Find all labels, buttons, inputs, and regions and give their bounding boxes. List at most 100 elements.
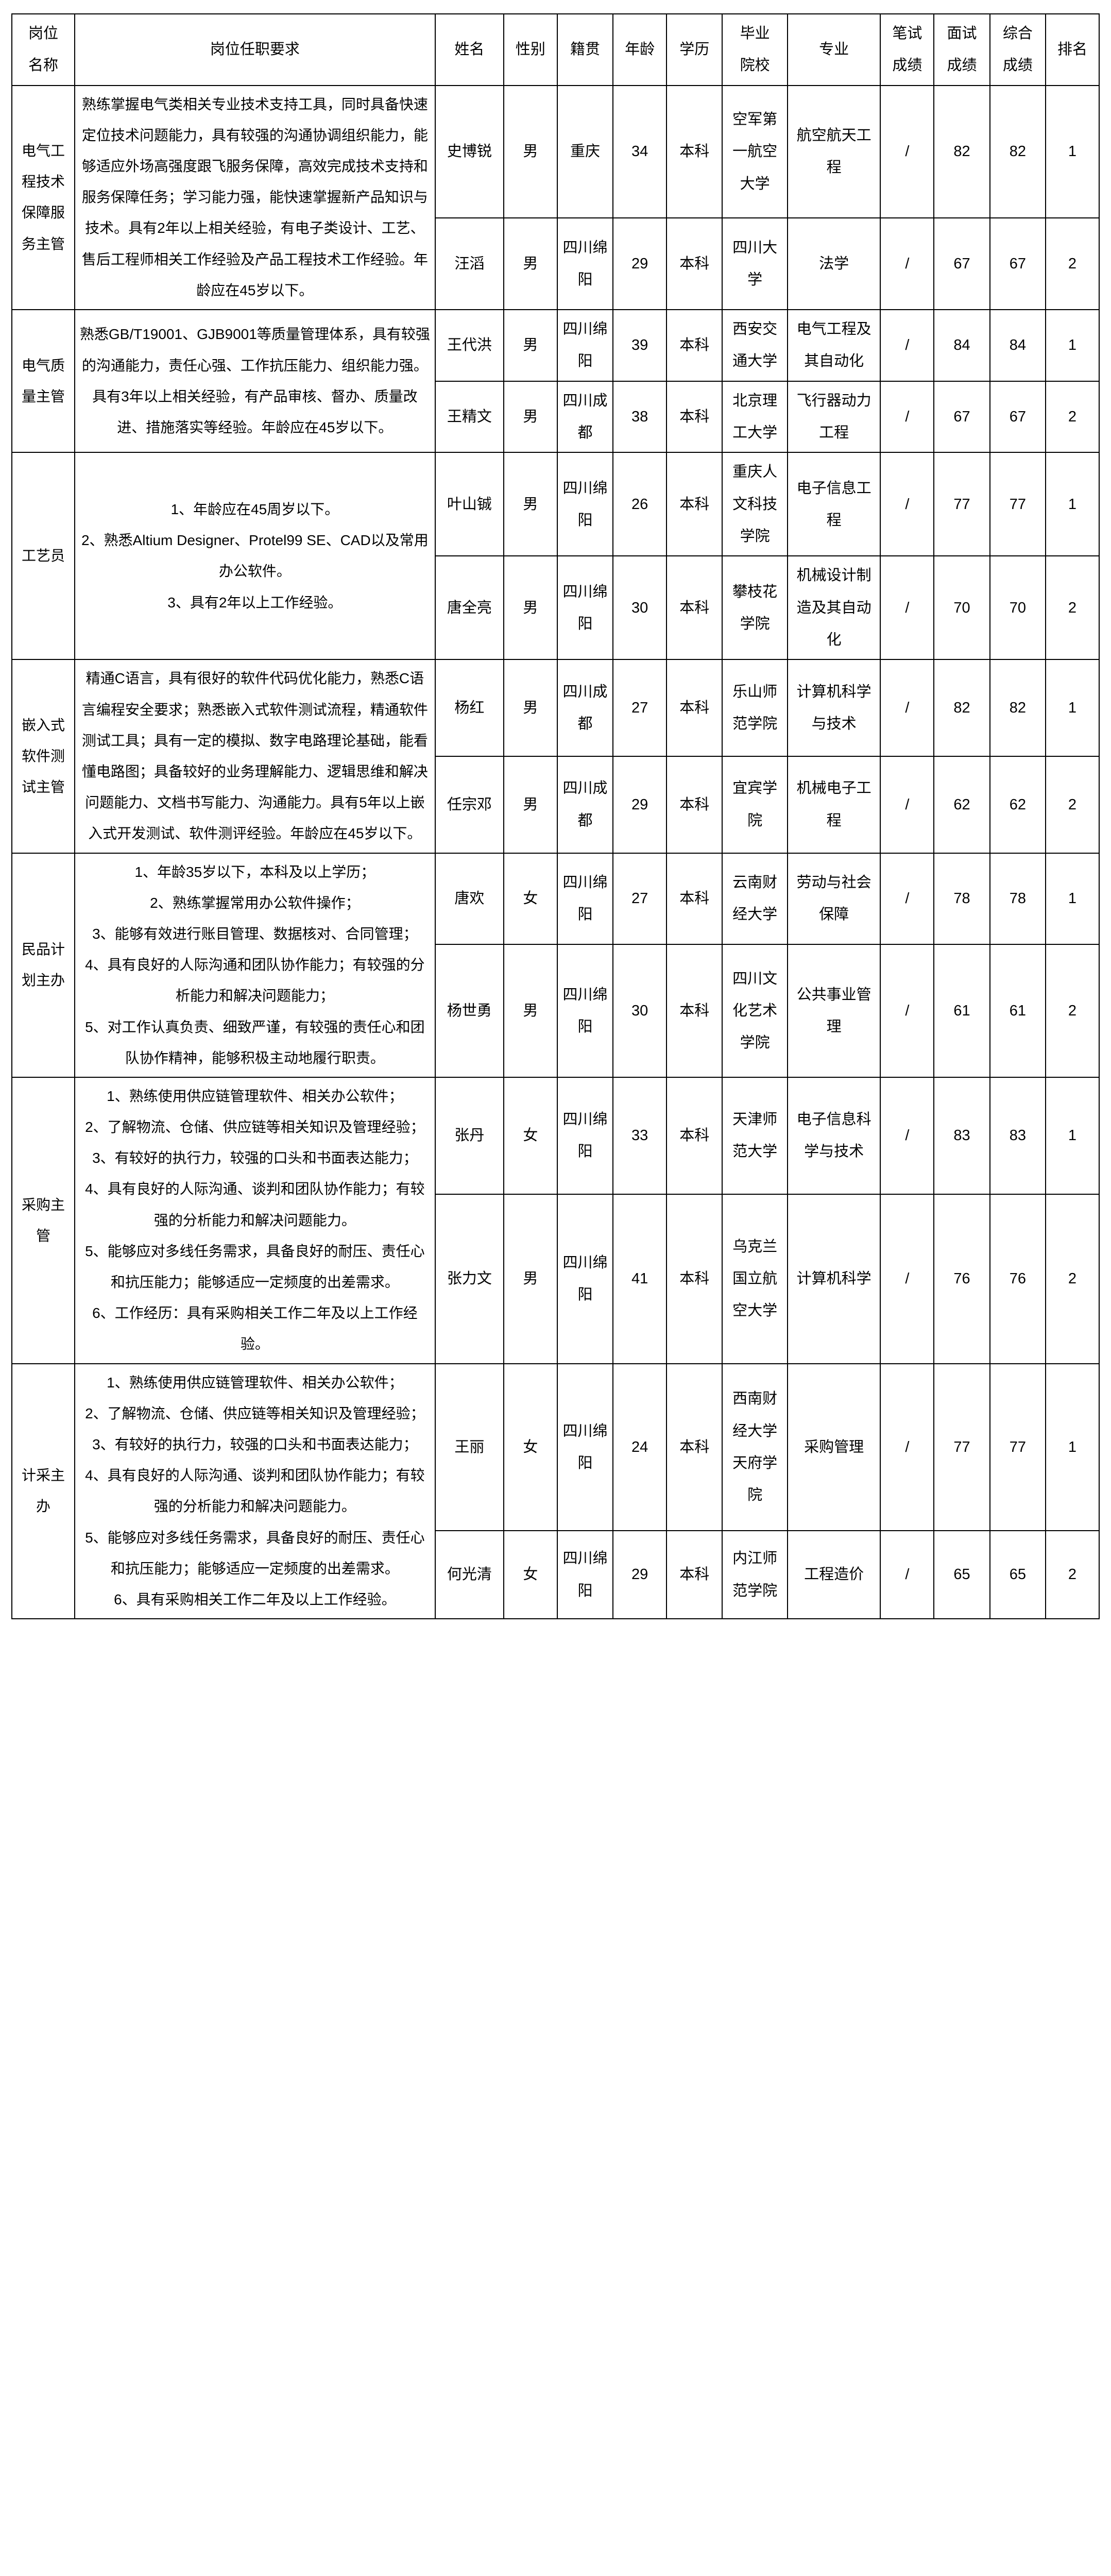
candidate-written-score-cell: / [880, 659, 935, 757]
candidate-name-cell: 杨世勇 [434, 944, 505, 1078]
candidate-major-cell: 计算机科学与技术 [787, 659, 881, 757]
candidate-major-cell: 电子信息工程 [787, 452, 881, 557]
candidate-origin-cell: 四川成都 [556, 380, 614, 453]
candidate-age-cell: 27 [612, 852, 668, 945]
candidate-name-cell: 唐全亮 [434, 555, 505, 660]
candidate-rank-cell: 1 [1045, 1363, 1100, 1532]
table-body: 电气工程技术保障服务主管 熟练掌握电气类相关专业技术支持工具，同时具备快速定位技术… [11, 84, 1100, 1620]
candidate-total-score-cell: 67 [989, 217, 1047, 310]
candidate-school-cell: 西南财经大学天府学院 [722, 1363, 788, 1532]
column-header-age: 年龄 [612, 13, 668, 86]
candidate-age-cell: 38 [612, 380, 668, 453]
table-row: 工艺员 1、年龄应在45周岁以下。 2、熟悉Altium Designer、Pro… [11, 452, 1100, 660]
recruitment-results-table: 岗位 名称 岗位任职要求 姓名 性别 籍贯 年龄 学历 毕业 院校 专业 笔试 … [11, 13, 1100, 1620]
candidate-interview-score-cell: 82 [933, 659, 990, 757]
column-header-origin: 籍贯 [556, 13, 614, 86]
candidate-name-cell: 王代洪 [434, 309, 505, 382]
candidate-total-score-cell: 84 [989, 309, 1047, 382]
post-requirement-cell: 1、年龄应在45周岁以下。 2、熟悉Altium Designer、Protel… [74, 452, 436, 660]
candidate-gender-cell: 男 [503, 1193, 558, 1364]
table-row: 汪滔男四川绵阳 29 本科 四川大学 法学/67 67 2 [12, 217, 1100, 310]
column-header-written-score: 笔试 成绩 [880, 13, 935, 86]
candidate-education-cell: 本科 [666, 1193, 723, 1364]
post-requirement-cell: 精通C语言，具有很好的软件代码优化能力，熟悉C语言编程安全要求；熟悉嵌入式软件测… [74, 659, 436, 854]
candidate-school-cell: 重庆人文科技学院 [722, 452, 788, 557]
candidate-rank-cell: 2 [1045, 1193, 1100, 1364]
candidate-school-cell: 云南财经大学 [722, 852, 788, 945]
candidate-total-score-cell: 77 [989, 1363, 1047, 1532]
candidate-school-cell: 西安交通大学 [722, 309, 788, 382]
candidate-total-score-cell: 77 [989, 452, 1047, 557]
candidate-written-score-cell: / [880, 852, 935, 945]
candidate-total-score-cell: 82 [989, 84, 1047, 219]
candidate-major-cell: 电子信息科学与技术 [787, 1076, 881, 1195]
candidate-school-cell: 内江师范学院 [722, 1530, 788, 1620]
candidate-written-score-cell: / [880, 452, 935, 557]
candidate-major-cell: 法学 [787, 217, 881, 310]
candidate-interview-score-cell: 61 [933, 944, 990, 1078]
candidate-school-cell: 乌克兰国立航空大学 [722, 1193, 788, 1364]
candidate-age-cell: 39 [612, 309, 668, 382]
post-name-cell: 嵌入式软件测试主管 [11, 659, 75, 854]
table-row: 计采主办 1、熟练使用供应链管理软件、相关办公软件； 2、了解物流、仓储、供应链等… [11, 1363, 1100, 1620]
column-header-total-score: 综合 成绩 [989, 13, 1047, 86]
candidate-major-cell: 劳动与社会保障 [787, 852, 881, 945]
candidate-total-score-cell: 82 [989, 659, 1047, 757]
candidate-gender-cell: 女 [503, 1363, 558, 1532]
candidate-total-score-cell: 76 [989, 1193, 1047, 1364]
candidate-origin-cell: 四川绵阳 [556, 852, 614, 945]
candidate-education-cell: 本科 [666, 944, 723, 1078]
candidate-gender-cell: 男 [503, 555, 558, 660]
candidate-interview-score-cell: 65 [933, 1530, 990, 1620]
candidate-total-score-cell: 62 [989, 756, 1047, 854]
candidate-age-cell: 24 [612, 1363, 668, 1532]
column-header-post-requirement: 岗位任职要求 [74, 13, 436, 86]
candidate-written-score-cell: / [880, 380, 935, 453]
candidate-education-cell: 本科 [666, 1530, 723, 1620]
candidate-major-cell: 公共事业管理 [787, 944, 881, 1078]
candidate-age-cell: 33 [612, 1076, 668, 1195]
candidate-age-cell: 29 [612, 756, 668, 854]
header-row: 岗位 名称 岗位任职要求 姓名 性别 籍贯 年龄 学历 毕业 院校 专业 笔试 … [11, 13, 1100, 86]
candidate-origin-cell: 重庆 [556, 84, 614, 219]
candidate-gender-cell: 男 [503, 309, 558, 382]
post-requirement-cell: 1、熟练使用供应链管理软件、相关办公软件； 2、了解物流、仓储、供应链等相关知识… [74, 1363, 436, 1620]
candidate-gender-cell: 女 [503, 1076, 558, 1195]
candidate-rank-cell: 2 [1045, 756, 1100, 854]
candidate-education-cell: 本科 [666, 555, 723, 660]
post-requirement-cell: 1、年龄35岁以下，本科及以上学历； 2、熟练掌握常用办公软件操作； 3、能够有… [74, 852, 436, 1078]
candidate-education-cell: 本科 [666, 1363, 723, 1532]
candidate-interview-score-cell: 83 [933, 1076, 990, 1195]
candidate-total-score-cell: 67 [989, 380, 1047, 453]
candidate-name-cell: 王丽 [434, 1363, 505, 1532]
candidate-origin-cell: 四川绵阳 [556, 1530, 614, 1620]
candidate-gender-cell: 男 [503, 944, 558, 1078]
post-name-cell: 民品计划主办 [11, 852, 75, 1078]
candidate-origin-cell: 四川绵阳 [556, 555, 614, 660]
candidate-name-cell: 杨红 [434, 659, 505, 757]
candidate-origin-cell: 四川成都 [556, 756, 614, 854]
candidate-major-cell: 采购管理 [787, 1363, 881, 1532]
table-header: 岗位 名称 岗位任职要求 姓名 性别 籍贯 年龄 学历 毕业 院校 专业 笔试 … [11, 13, 1100, 86]
candidate-age-cell: 34 [612, 84, 668, 219]
table-row: 王精文男四川成都 38 本科 北京理工大学 飞行器动力工程/67 67 2 [12, 380, 1100, 453]
post-requirement-cell: 熟悉GB/T19001、GJB9001等质量管理体系，具有较强的沟通能力，责任心… [74, 309, 436, 453]
candidate-interview-score-cell: 76 [933, 1193, 990, 1364]
candidate-gender-cell: 男 [503, 84, 558, 219]
candidate-written-score-cell: / [880, 84, 935, 219]
candidate-rank-cell: 1 [1045, 852, 1100, 945]
candidate-school-cell: 天津师范大学 [722, 1076, 788, 1195]
table-row: 采购主管 1、熟练使用供应链管理软件、相关办公软件； 2、了解物流、仓储、供应链等… [11, 1076, 1100, 1364]
candidate-school-cell: 四川文化艺术学院 [722, 944, 788, 1078]
post-name-cell: 采购主管 [11, 1076, 75, 1364]
table-row: 电气工程技术保障服务主管 熟练掌握电气类相关专业技术支持工具，同时具备快速定位技术… [11, 84, 1100, 311]
table-row: 张力文男四川绵阳 41 本科 乌克兰国立航空大学 计算机科学/76 76 2 [12, 1193, 1100, 1364]
candidate-written-score-cell: / [880, 756, 935, 854]
candidate-interview-score-cell: 77 [933, 1363, 990, 1532]
candidate-school-cell: 攀枝花学院 [722, 555, 788, 660]
candidate-total-score-cell: 78 [989, 852, 1047, 945]
column-header-interview-score: 面试 成绩 [933, 13, 990, 86]
candidate-gender-cell: 女 [503, 1530, 558, 1620]
candidate-gender-cell: 男 [503, 217, 558, 310]
candidate-origin-cell: 四川绵阳 [556, 452, 614, 557]
